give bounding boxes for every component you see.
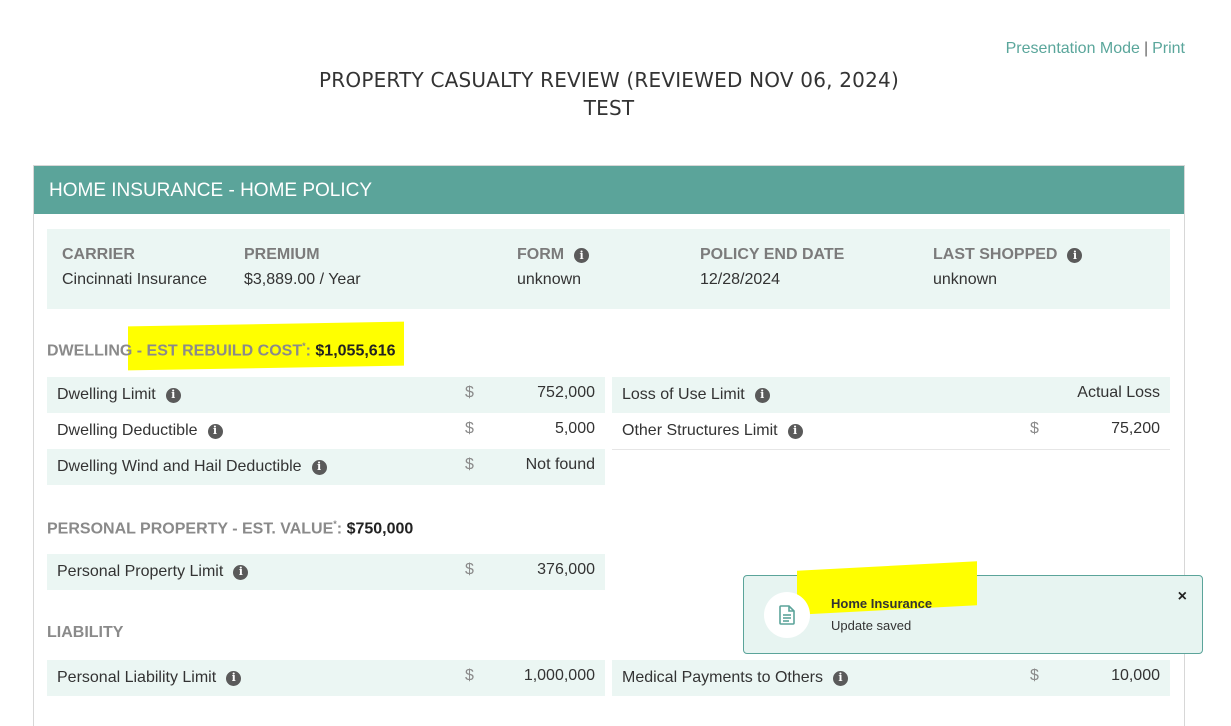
row-label: Dwelling Wind and Hail Deductible [57,458,302,475]
end-date-column: POLICY END DATE 12/28/2024 [700,245,844,289]
currency-symbol: $ [465,667,474,684]
carrier-value: Cincinnati Insurance [62,271,207,288]
currency-symbol: $ [1030,420,1039,437]
row-label: Dwelling Limit [57,386,156,403]
colon: : [305,342,316,360]
info-icon[interactable]: i [207,423,223,439]
carrier-label: CARRIER [62,246,135,263]
row-value: 5,000 [554,420,595,437]
info-icon[interactable]: i [226,670,242,686]
row-value: 10,000 [1111,667,1160,684]
last-shopped-value: unknown [933,271,998,288]
personal-property-value: $750,000 [346,520,414,538]
premium-column: PREMIUM $3,889.00 / Year [244,245,361,289]
row-label: Loss of Use Limit [622,386,745,403]
premium-label: PREMIUM [244,246,320,263]
liability-section-title: LIABILITY [47,624,124,641]
personal-liability-row: Personal Liability Limit i $ 1,000,000 [47,660,605,696]
toast-message: Update saved [831,618,912,633]
rebuild-cost-label: EST REBUILD COST [146,342,303,360]
asterisk: * [333,519,337,529]
dwelling-title: DWELLING [47,342,133,360]
row-value: 752,000 [537,384,595,401]
currency-symbol: $ [465,420,474,437]
toast-title: Home Insurance [831,596,933,611]
row-label: Other Structures Limit [622,422,778,439]
close-icon[interactable]: × [1177,588,1187,605]
page-title-line2: TEST [583,96,635,120]
row-value: 1,000,000 [523,667,595,684]
row-label: Medical Payments to Others [622,669,823,686]
page-title-line1: PROPERTY CASUALTY REVIEW (REVIEWED NOV 0… [319,68,899,92]
print-link[interactable]: Print [1152,40,1185,57]
row-label: Personal Property Limit [57,563,224,580]
last-shopped-label: LAST SHOPPED [933,246,1058,263]
carrier-column: CARRIER Cincinnati Insurance [62,245,207,289]
currency-symbol: $ [465,561,474,578]
presentation-mode-link[interactable]: Presentation Mode [1005,40,1140,57]
personal-property-section-title: PERSONAL PROPERTY - EST. VALUE*: $750,00… [47,519,413,538]
last-shopped-column: LAST SHOPPED i unknown [933,245,1083,289]
medical-payments-row: Medical Payments to Others i $ 10,000 [612,660,1170,696]
premium-value: $3,889.00 / Year [244,271,361,288]
row-value: Actual Loss [1077,384,1160,401]
info-icon[interactable]: i [787,423,803,439]
info-icon[interactable]: i [754,387,770,403]
policy-summary: CARRIER Cincinnati Insurance PREMIUM $3,… [47,229,1170,309]
dwelling-dash: - [132,342,147,360]
info-icon[interactable]: i [233,564,249,580]
form-label: FORM [517,246,565,263]
currency-symbol: $ [1030,667,1039,684]
form-label-wrap: FORM i [517,245,590,265]
card-header: HOME INSURANCE - HOME POLICY [34,166,1184,214]
info-icon[interactable]: i [165,387,181,403]
toast-notification: Home Insurance Update saved × [743,561,1203,654]
info-icon[interactable]: i [311,459,327,475]
info-icon[interactable]: i [832,670,848,686]
link-separator: | [1143,40,1149,57]
wind-hail-deductible-row: Dwelling Wind and Hail Deductible i $ Not… [47,449,605,485]
currency-symbol: $ [465,456,474,473]
form-column: FORM i unknown [517,245,590,289]
row-value: 75,200 [1111,420,1160,437]
dwelling-section-title: DWELLING - EST REBUILD COST*: $1,055,616 [47,341,395,360]
colon: : [336,520,347,538]
page-title: PROPERTY CASUALTY REVIEW (REVIEWED NOV 0… [0,66,1218,122]
document-icon [764,592,810,638]
last-shopped-label-wrap: LAST SHOPPED i [933,245,1083,265]
end-date-label: POLICY END DATE [700,246,845,263]
top-links: Presentation Mode | Print [1006,40,1185,58]
rebuild-cost-value: $1,055,616 [315,342,396,360]
row-value: 376,000 [537,561,595,578]
personal-property-limit-row: Personal Property Limit i $ 376,000 [47,554,605,590]
info-icon[interactable]: i [1067,247,1083,263]
end-date-value: 12/28/2024 [700,271,781,288]
asterisk: * [302,341,306,351]
info-icon[interactable]: i [574,247,590,263]
home-policy-card: HOME INSURANCE - HOME POLICY CARRIER Cin… [33,165,1185,726]
currency-symbol: $ [465,384,474,401]
loss-of-use-row: Loss of Use Limit i Actual Loss [612,377,1170,413]
row-label: Dwelling Deductible [57,422,198,439]
row-label: Personal Liability Limit [57,669,217,686]
dwelling-limit-row: Dwelling Limit i $ 752,000 [47,377,605,413]
dwelling-deductible-row: Dwelling Deductible i $ 5,000 [47,413,605,450]
form-value: unknown [517,271,582,288]
other-structures-row: Other Structures Limit i $ 75,200 [612,413,1170,450]
row-value: Not found [525,456,595,473]
personal-property-title: PERSONAL PROPERTY - EST. VALUE [47,520,334,538]
